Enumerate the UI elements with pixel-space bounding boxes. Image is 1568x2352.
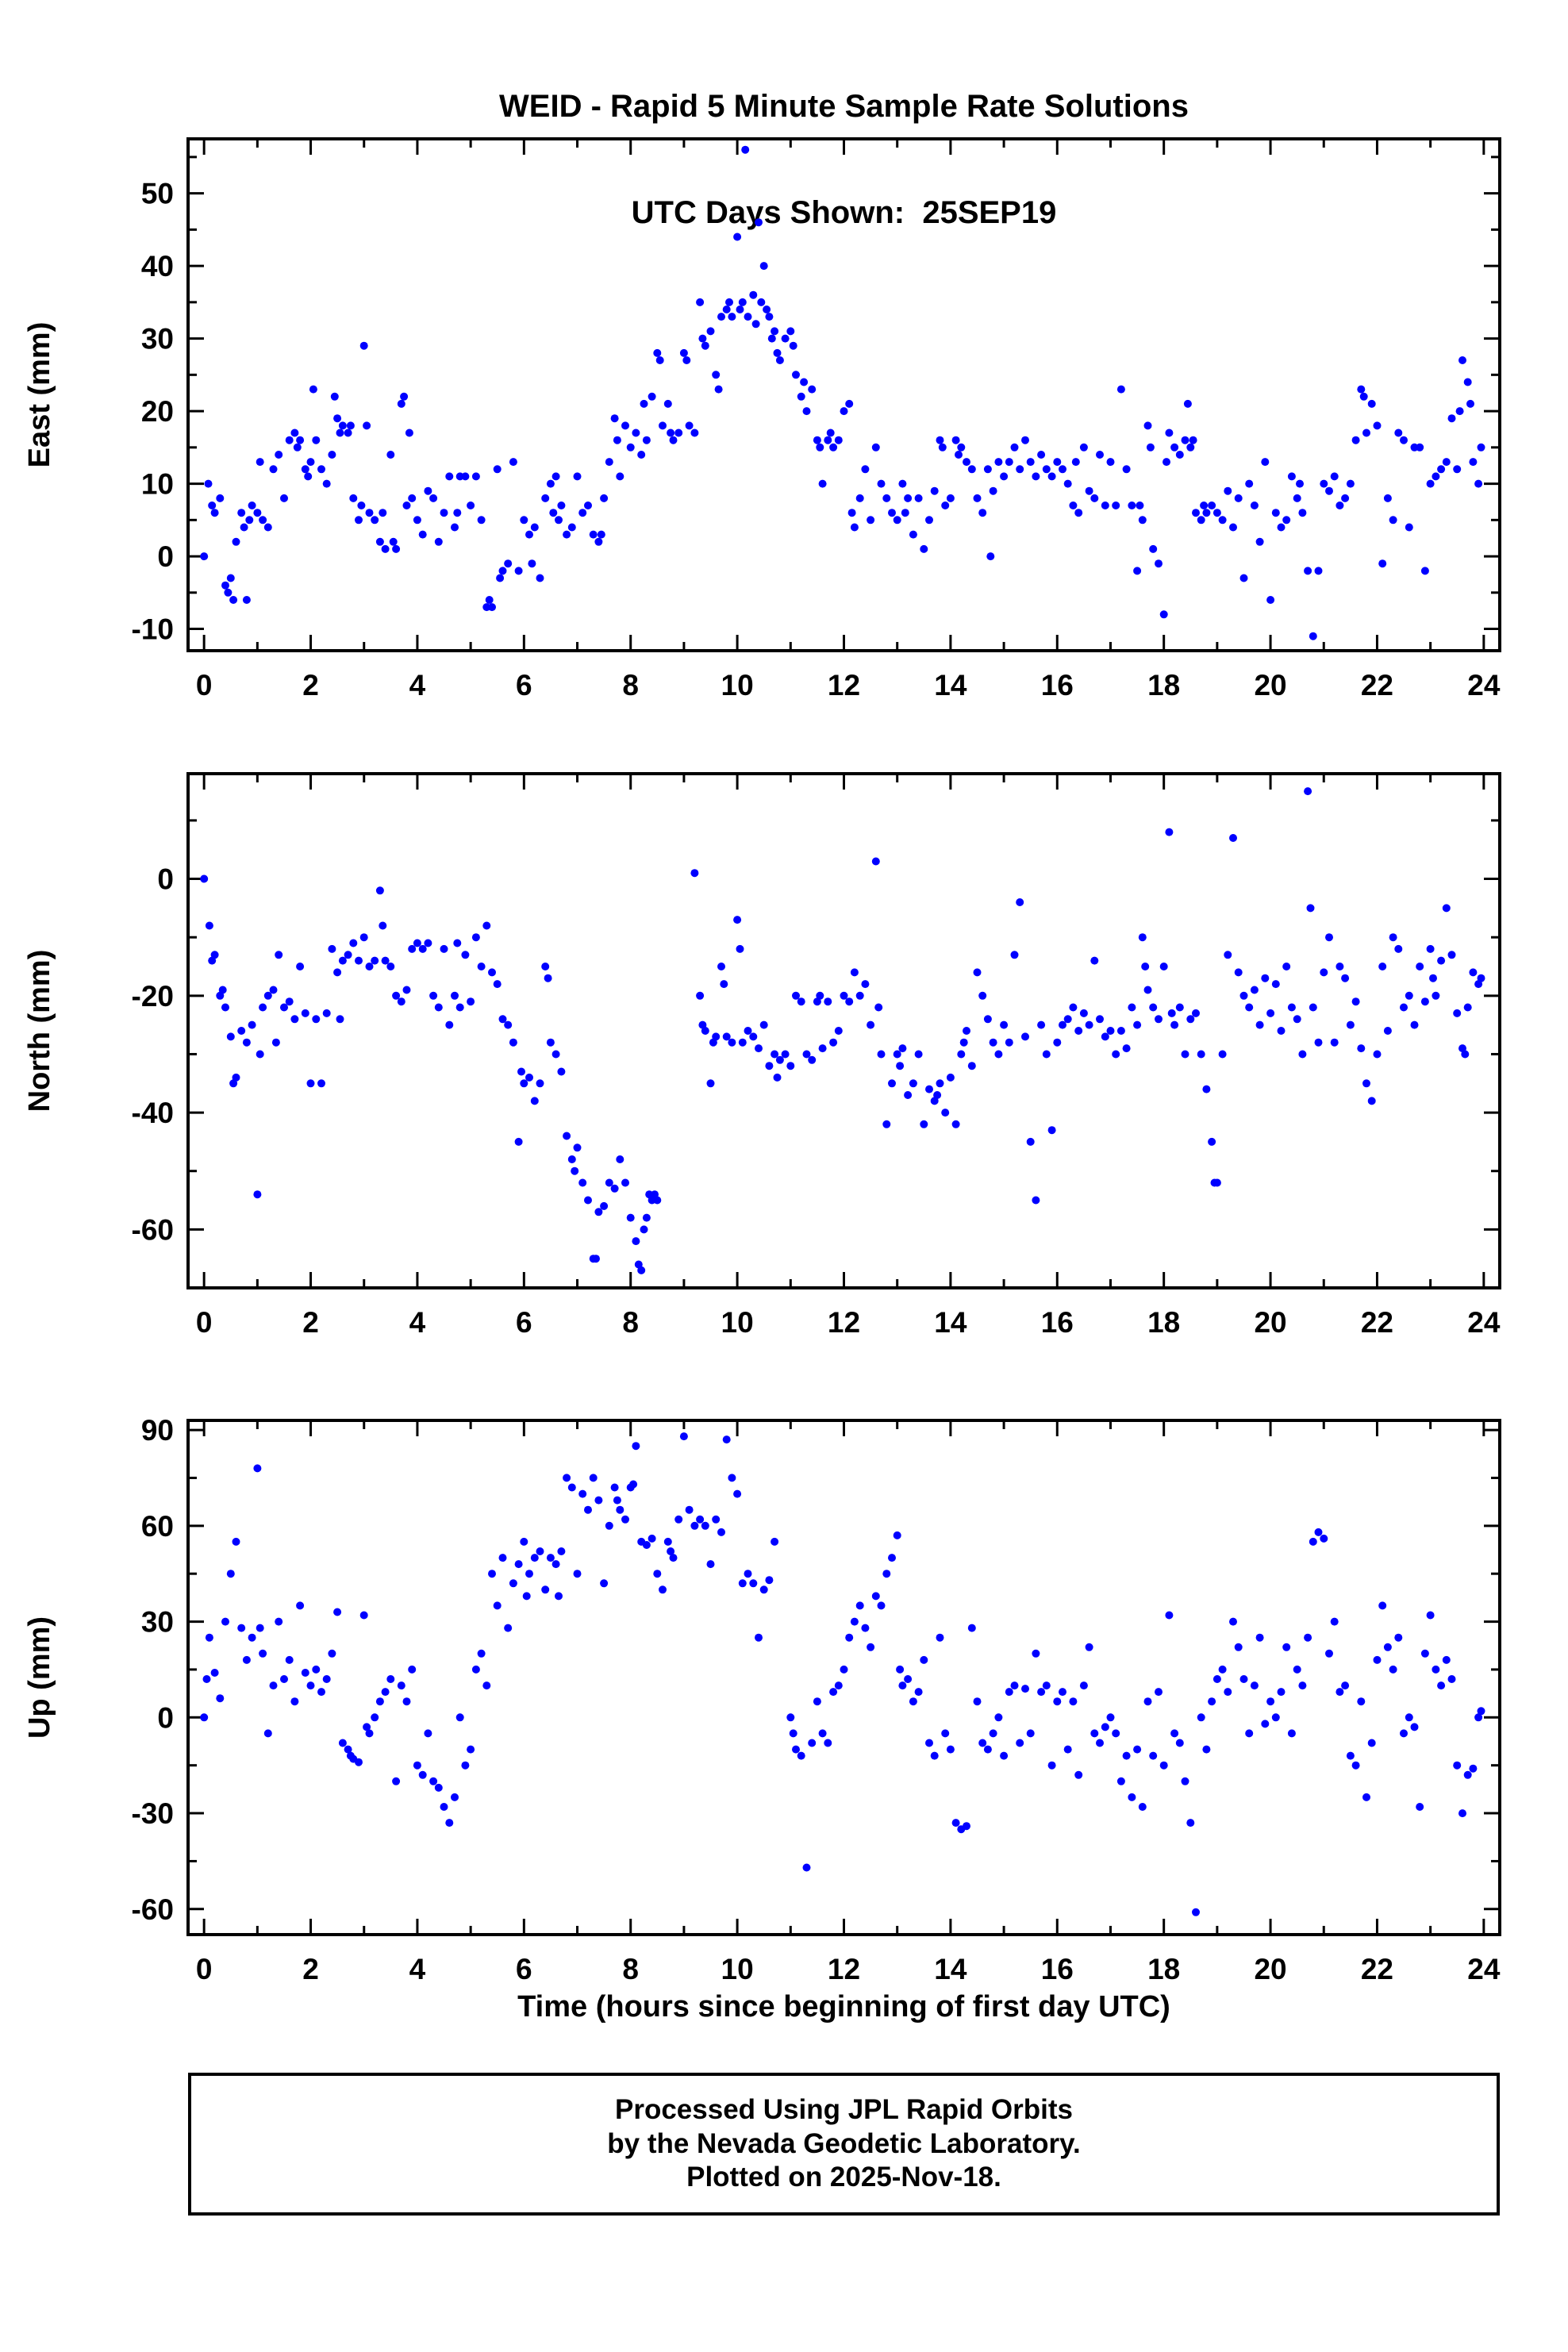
svg-text:2: 2 — [302, 669, 319, 701]
svg-text:12: 12 — [828, 1306, 860, 1339]
svg-text:24: 24 — [1467, 1953, 1501, 1985]
svg-text:0: 0 — [157, 1701, 174, 1734]
svg-text:18: 18 — [1147, 1953, 1180, 1985]
svg-text:0: 0 — [196, 669, 213, 701]
svg-text:10: 10 — [721, 1953, 754, 1985]
tick-labels: 0 2 4 6 8 10 12 14 16 18 20 22 24-60-40-200 — [132, 863, 1501, 1339]
data-points — [200, 145, 1485, 640]
svg-text:24: 24 — [1467, 669, 1501, 701]
svg-text:8: 8 — [622, 1306, 639, 1339]
svg-text:0: 0 — [196, 1953, 213, 1985]
svg-text:2: 2 — [302, 1306, 319, 1339]
svg-text:20: 20 — [1254, 1953, 1286, 1985]
axis-ticks — [188, 1420, 1500, 1935]
x-axis-title: Time (hours since beginning of first day… — [517, 1990, 1170, 2023]
svg-text:0: 0 — [196, 1306, 213, 1339]
svg-text:-60: -60 — [132, 1893, 174, 1926]
footer-line-1: Processed Using JPL Rapid Orbits — [614, 2093, 1074, 2125]
svg-text:8: 8 — [622, 1953, 639, 1985]
svg-text:90: 90 — [141, 1414, 174, 1447]
svg-text:10: 10 — [721, 669, 754, 701]
svg-text:20: 20 — [1254, 1306, 1286, 1339]
svg-text:0: 0 — [157, 540, 174, 573]
svg-text:14: 14 — [934, 1306, 967, 1339]
data-points — [200, 787, 1485, 1274]
svg-text:4: 4 — [409, 1953, 426, 1985]
svg-text:16: 16 — [1041, 1306, 1074, 1339]
y-axis-label: Up (mm) — [23, 1616, 56, 1739]
axis-ticks — [188, 774, 1500, 1288]
svg-text:30: 30 — [141, 323, 174, 355]
svg-text:6: 6 — [516, 1953, 532, 1985]
title-line-1: WEID - Rapid 5 Minute Sample Rate Soluti… — [499, 88, 1189, 124]
svg-text:-20: -20 — [132, 980, 174, 1013]
svg-text:30: 30 — [141, 1606, 174, 1639]
svg-text:20: 20 — [141, 395, 174, 428]
y-axis-label: North (mm) — [23, 950, 56, 1113]
svg-text:-10: -10 — [132, 613, 174, 646]
svg-text:60: 60 — [141, 1510, 174, 1543]
svg-text:6: 6 — [516, 669, 532, 701]
svg-text:14: 14 — [934, 669, 967, 701]
axis-ticks — [188, 139, 1500, 651]
footer-box: Processed Using JPL Rapid Orbits by the … — [188, 2073, 1500, 2216]
title-line-2: UTC Days Shown: 25SEP19 — [631, 194, 1057, 230]
footer-line-2: by the Nevada Geodetic Laboratory. — [607, 2127, 1081, 2159]
east-chart: 0 2 4 6 8 10 12 14 16 18 20 22 24-1001020304050East … — [23, 137, 1501, 701]
plot-frame — [186, 772, 1501, 1289]
chart-title: WEID - Rapid 5 Minute Sample Rate Soluti… — [188, 17, 1500, 302]
svg-text:12: 12 — [828, 669, 860, 701]
svg-text:-60: -60 — [132, 1213, 174, 1246]
svg-text:16: 16 — [1041, 1953, 1074, 1985]
y-axis-label: East (mm) — [23, 322, 56, 468]
svg-text:22: 22 — [1361, 669, 1393, 701]
svg-text:4: 4 — [409, 669, 426, 701]
footer-line-3: Plotted on 2025-Nov-18. — [686, 2162, 1001, 2193]
svg-text:2: 2 — [302, 1953, 319, 1985]
data-points — [200, 1432, 1485, 1916]
svg-text:14: 14 — [934, 1953, 967, 1985]
svg-text:-30: -30 — [132, 1797, 174, 1830]
svg-text:0: 0 — [157, 863, 174, 896]
svg-text:22: 22 — [1361, 1953, 1393, 1985]
svg-text:-40: -40 — [132, 1097, 174, 1129]
svg-text:12: 12 — [828, 1953, 860, 1985]
svg-text:4: 4 — [409, 1306, 426, 1339]
svg-text:6: 6 — [516, 1306, 532, 1339]
plot-frame — [186, 137, 1501, 652]
svg-text:40: 40 — [141, 250, 174, 282]
svg-text:18: 18 — [1147, 669, 1180, 701]
svg-text:10: 10 — [721, 1306, 754, 1339]
svg-text:50: 50 — [141, 178, 174, 210]
plot-frame — [186, 1419, 1501, 1936]
svg-text:20: 20 — [1254, 669, 1286, 701]
svg-text:18: 18 — [1147, 1306, 1180, 1339]
svg-text:22: 22 — [1361, 1306, 1393, 1339]
svg-text:8: 8 — [622, 669, 639, 701]
svg-text:24: 24 — [1467, 1306, 1501, 1339]
svg-text:16: 16 — [1041, 669, 1074, 701]
svg-text:10: 10 — [141, 468, 174, 501]
